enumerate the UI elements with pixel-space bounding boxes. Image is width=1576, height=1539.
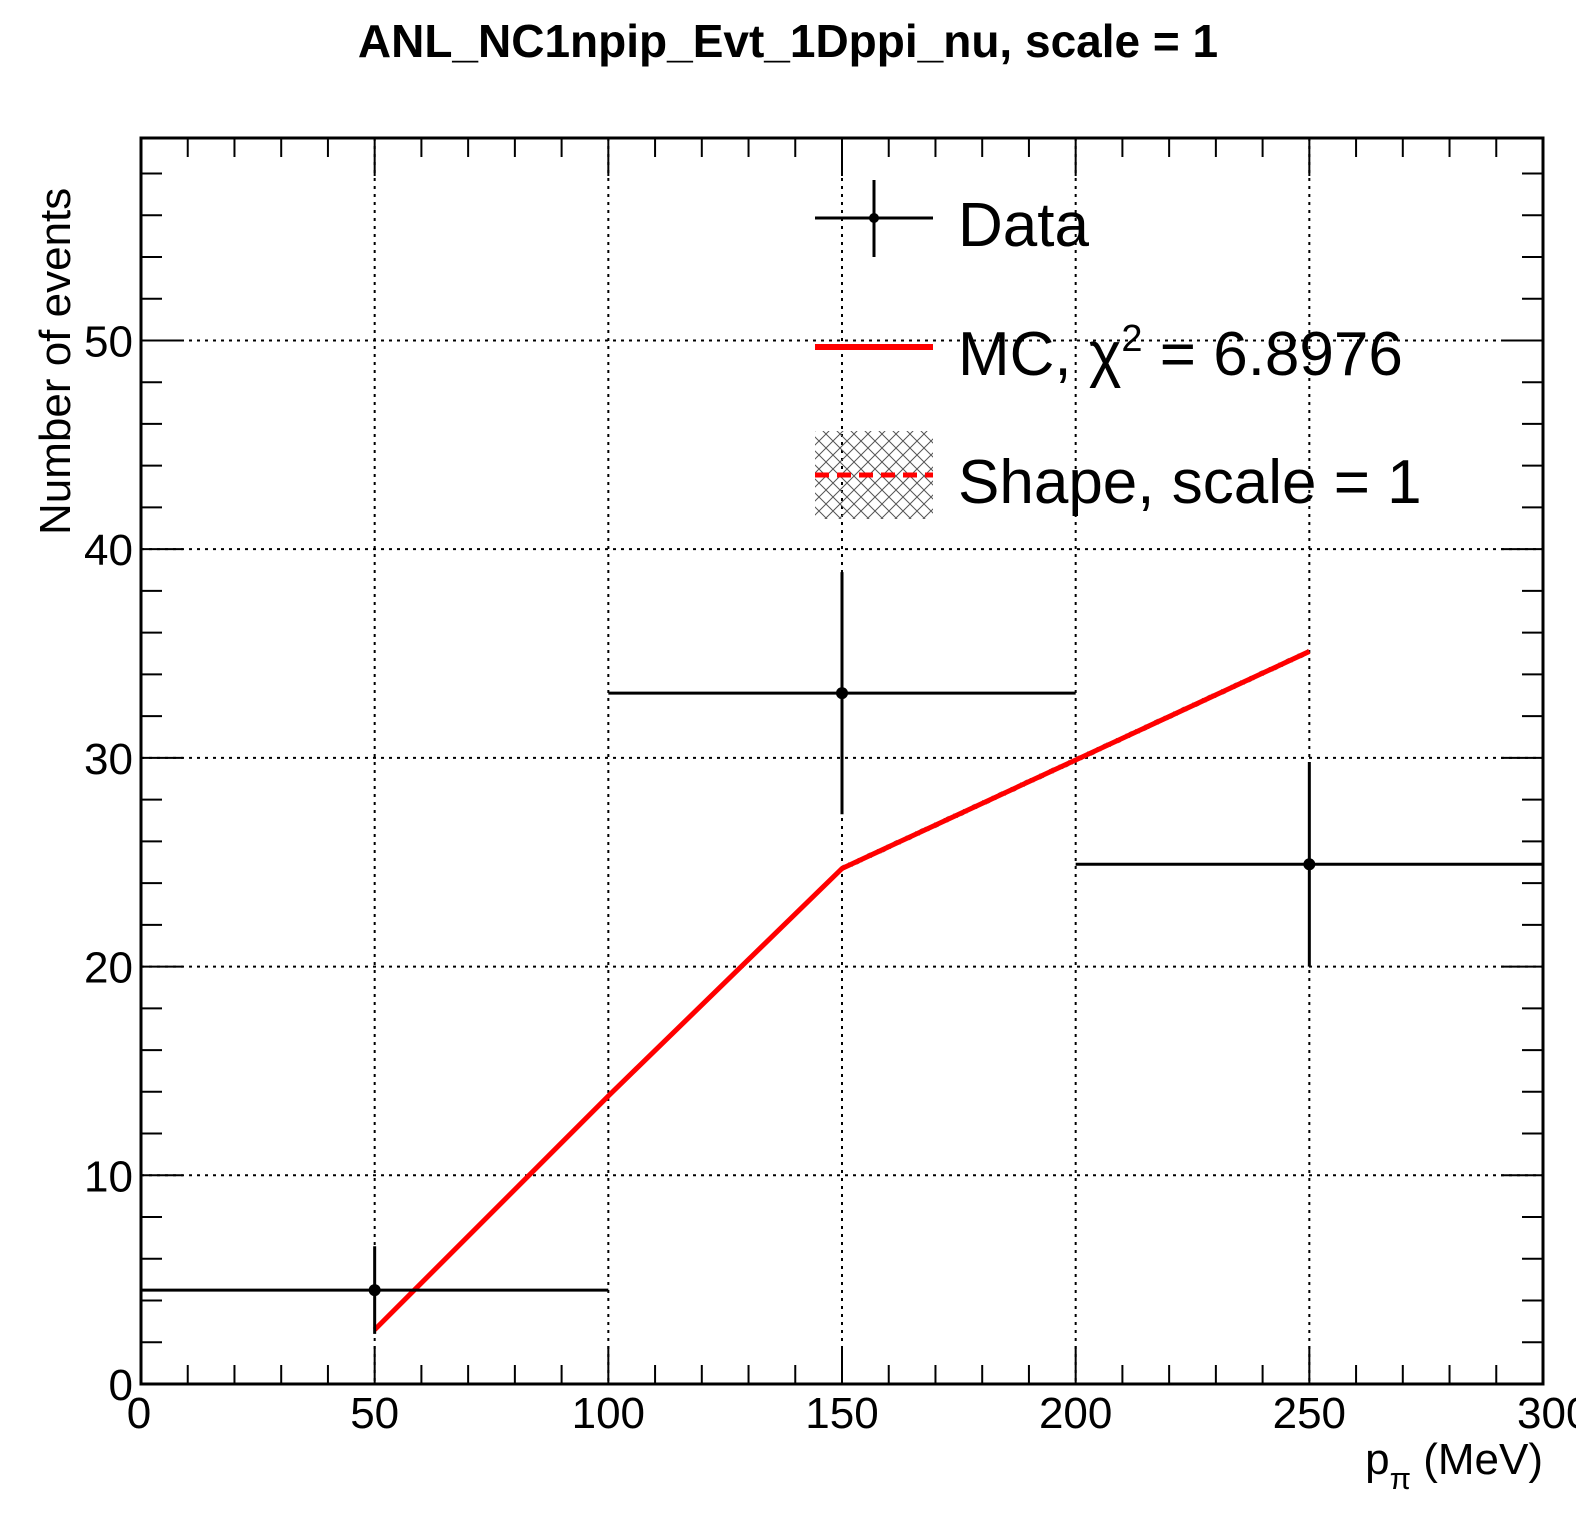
x-axis-tick-labels: 0 50 100 150 200 250 300 <box>127 1389 1576 1438</box>
y-tick-label: 10 <box>84 1152 133 1201</box>
x-tick-label: 300 <box>1517 1389 1576 1438</box>
x-tick-label: 150 <box>805 1389 878 1438</box>
y-axis-tick-labels: 0 10 20 30 40 50 <box>84 317 133 1410</box>
x-axis-label: pπ (MeV) <box>1365 1435 1543 1496</box>
y-tick-label: 50 <box>84 317 133 366</box>
data-point <box>1075 762 1543 967</box>
y-tick-label: 0 <box>109 1361 133 1410</box>
plot-frame <box>139 136 1545 1386</box>
x-tick-label: 0 <box>127 1389 151 1438</box>
x-tick-label: 250 <box>1273 1389 1346 1438</box>
plot-area <box>141 572 1543 1334</box>
legend-label-mc: MC, χ2 = 6.8976 <box>958 318 1403 389</box>
y-tick-label: 20 <box>84 944 133 993</box>
y-tick-label: 40 <box>84 526 133 575</box>
data-point <box>141 1246 609 1334</box>
chart-title: ANL_NC1npip_Evt_1Dppi_nu, scale = 1 <box>358 15 1218 67</box>
legend-shape-symbol <box>815 431 933 519</box>
x-tick-label: 100 <box>572 1389 645 1438</box>
data-marker <box>368 1284 381 1297</box>
y-axis-label: Number of events <box>31 188 80 535</box>
legend-label-data: Data <box>958 191 1089 260</box>
y-tick-label: 30 <box>84 735 133 784</box>
x-tick-label: 50 <box>350 1389 399 1438</box>
data-point <box>608 572 1076 815</box>
data-marker <box>836 687 848 700</box>
x-tick-label: 200 <box>1039 1389 1112 1438</box>
legend: Data MC, χ2 = 6.8976 Shape, scale = 1 <box>815 180 1422 519</box>
mc-line <box>372 649 1311 1332</box>
legend-data-symbol <box>815 180 933 257</box>
legend-label-shape: Shape, scale = 1 <box>958 448 1422 517</box>
data-marker <box>1303 858 1316 871</box>
